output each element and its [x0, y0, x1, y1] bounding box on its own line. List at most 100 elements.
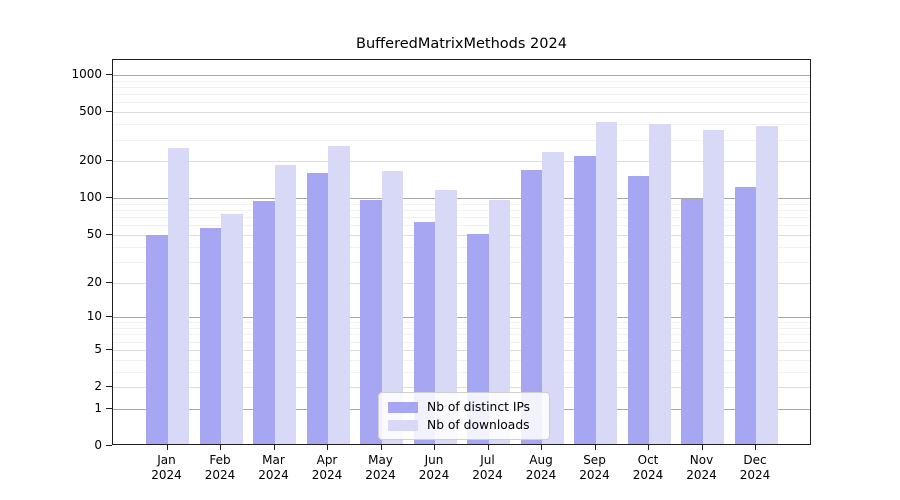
gridline-10 — [113, 317, 810, 319]
x-tick-label-oct: Oct 2024 — [632, 453, 664, 482]
y-tick-50 — [106, 233, 112, 235]
y-tick-label-100: 100 — [79, 190, 102, 205]
x-tick-label-dec: Dec 2024 — [739, 453, 771, 482]
bar-distinct-ips-feb — [199, 227, 221, 444]
gridline-20 — [113, 282, 810, 284]
x-tick-aug — [541, 445, 542, 450]
y-tick-1 — [106, 407, 112, 409]
x-tick-label-jun: Jun 2024 — [418, 453, 450, 482]
gridline-4 — [113, 359, 810, 361]
y-tick-20 — [106, 281, 112, 283]
x-tick-label-sep: Sep 2024 — [579, 453, 610, 482]
legend-item-downloads: Nb of downloads — [388, 416, 540, 434]
bar-downloads-mar — [274, 164, 296, 444]
bar-downloads-jun — [435, 190, 457, 444]
gridline-90 — [113, 203, 810, 205]
y-tick-5 — [106, 348, 112, 350]
bar-distinct-ips-sep — [574, 155, 596, 444]
bar-distinct-ips-mar — [253, 200, 275, 444]
gridline-2 — [113, 387, 810, 388]
x-tick-label-aug: Aug 2024 — [525, 453, 557, 482]
legend-label-downloads: Nb of downloads — [427, 418, 530, 432]
gridline-1000 — [113, 75, 810, 76]
x-tick-apr — [327, 445, 328, 450]
gridline-60 — [113, 225, 810, 227]
x-tick-label-jan: Jan 2024 — [151, 453, 182, 482]
y-tick-500 — [106, 111, 112, 113]
gridline-300 — [113, 139, 810, 141]
x-tick-jul — [487, 445, 489, 450]
x-tick-jan — [166, 445, 168, 450]
x-tick-sep — [594, 445, 596, 450]
y-tick-100 — [106, 197, 112, 199]
gridline-800 — [113, 87, 810, 88]
x-tick-label-may: May 2024 — [365, 453, 396, 482]
gridline-400 — [113, 124, 810, 126]
y-tick-2 — [106, 386, 112, 387]
gridline-500 — [113, 112, 810, 114]
y-tick-label-2: 2 — [94, 379, 102, 393]
y-tick-label-5: 5 — [94, 341, 102, 356]
gridline-7 — [113, 334, 810, 336]
y-tick-label-50: 50 — [86, 226, 102, 241]
bar-distinct-ips-nov — [681, 198, 703, 444]
y-tick-label-1: 1 — [94, 400, 102, 415]
gridline-30 — [113, 261, 810, 263]
gridline-700 — [113, 94, 810, 96]
gridline-100 — [113, 198, 810, 200]
bar-distinct-ips-dec — [734, 186, 756, 444]
bar-downloads-sep — [595, 121, 617, 444]
y-tick-label-20: 20 — [86, 274, 102, 289]
x-tick-nov — [701, 445, 703, 450]
x-tick-label-feb: Feb 2024 — [204, 453, 236, 482]
gridline-8 — [113, 328, 810, 329]
bar-downloads-jan — [167, 147, 189, 444]
bar-distinct-ips-oct — [627, 176, 649, 444]
y-tick-label-500: 500 — [79, 104, 102, 119]
y-tick-0 — [106, 445, 112, 446]
gridline-50 — [113, 234, 810, 236]
y-tick-label-0: 0 — [94, 438, 102, 452]
gridline-600 — [113, 102, 810, 104]
bar-distinct-ips-apr — [306, 172, 328, 444]
bar-downloads-may — [381, 170, 403, 444]
gridline-70 — [113, 217, 810, 219]
x-tick-label-mar: Mar 2024 — [258, 453, 289, 482]
x-tick-feb — [220, 445, 221, 450]
x-tick-jun — [434, 445, 435, 450]
y-tick-label-200: 200 — [79, 153, 102, 168]
x-tick-mar — [273, 445, 275, 450]
gridline-3 — [113, 371, 810, 373]
legend-swatch-distinct-ips — [388, 401, 418, 413]
gridline-80 — [113, 210, 810, 211]
y-tick-1000 — [106, 74, 112, 75]
x-tick-label-apr: Apr 2024 — [311, 453, 343, 482]
bar-distinct-ips-aug — [520, 170, 542, 444]
x-tick-oct — [648, 445, 649, 450]
bar-downloads-nov — [702, 130, 724, 444]
bar-downloads-feb — [221, 214, 243, 444]
bar-downloads-dec — [756, 126, 778, 444]
chart-title: BufferedMatrixMethods 2024 — [356, 36, 567, 52]
gridline-40 — [113, 246, 810, 248]
plot-canvas — [113, 60, 810, 444]
y-tick-200 — [106, 160, 112, 162]
y-tick-label-10: 10 — [86, 309, 102, 324]
gridline-5 — [113, 349, 810, 351]
legend-label-distinct-ips: Nb of distinct IPs — [427, 400, 531, 414]
bar-distinct-ips-jul — [467, 233, 489, 444]
legend-swatch-downloads — [388, 419, 418, 431]
gridline-200 — [113, 161, 810, 163]
gridline-9 — [113, 322, 810, 324]
bar-downloads-oct — [649, 123, 671, 444]
bar-distinct-ips-may — [360, 200, 382, 444]
gridline-6 — [113, 341, 810, 343]
bar-distinct-ips-jan — [146, 235, 168, 444]
y-tick-10 — [106, 316, 112, 318]
plot-area — [112, 59, 811, 445]
bar-downloads-jul — [488, 200, 510, 444]
x-tick-label-jul: Jul 2024 — [472, 453, 503, 482]
bar-downloads-apr — [328, 146, 350, 444]
gridline-900 — [113, 80, 810, 82]
